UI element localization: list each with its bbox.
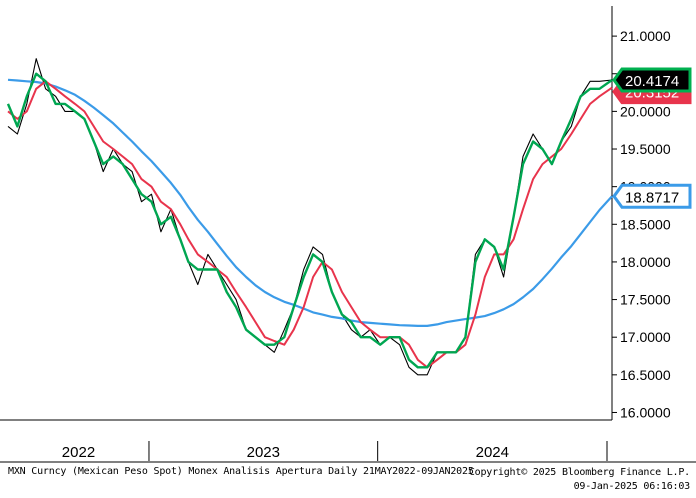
last-value-badge-ma_short: 20.4174 [612,67,692,93]
series-line-ma_mid [7,80,613,369]
copyright-block: Copyright© 2025 Bloomberg Finance L.P. 0… [469,466,690,494]
x-tick-label: 2023 [247,444,280,461]
y-tick-label: 17.0000 [620,329,671,345]
badge-value: 18.8717 [625,189,679,206]
series-line-ma_short [6,72,613,369]
y-tick-label: 18.5000 [620,216,671,232]
chart-frame [0,6,696,463]
last-value-badge-ma_long: 18.8717 [612,183,692,209]
y-tick-label: 16.0000 [620,404,671,420]
y-tick-label: 16.5000 [620,367,671,383]
y-tick-label: 21.0000 [620,28,671,44]
x-tick-label: 2024 [476,444,509,461]
chart-series-group [6,58,613,376]
x-axis: 2022 2023 2024 [62,441,608,461]
y-tick-label: 20.0000 [620,103,671,119]
x-tick-label: 2022 [62,444,95,461]
y-tick-label: 17.5000 [620,292,671,308]
y-tick-label: 18.0000 [620,254,671,270]
badge-value: 20.4174 [625,73,679,90]
badge-shape [612,183,692,209]
badge-shape [612,67,692,93]
timestamp-text: 09-Jan-2025 06:16:03 [573,481,691,492]
copyright-text: Copyright© 2025 Bloomberg Finance L.P. [468,467,690,478]
security-description: MXN Curncy (Mexican Peso Spot) Monex Ana… [8,466,474,477]
series-line-ma_long [7,78,613,327]
y-tick-label: 19.5000 [620,141,671,157]
